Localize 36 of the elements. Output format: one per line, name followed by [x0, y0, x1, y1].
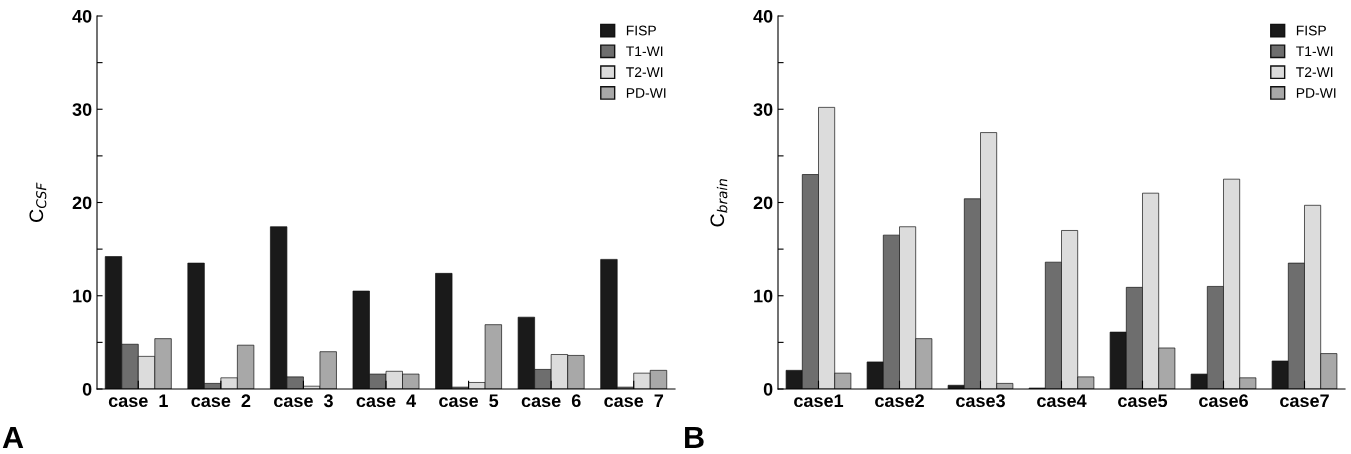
y-axis-title: C$_{CSF}$	[29, 182, 47, 222]
y-tick-label: 40	[753, 9, 773, 23]
y-tick-label: 20	[72, 196, 92, 210]
x-tick-label: case 5	[439, 394, 499, 408]
legend-label: T2-WI	[626, 67, 663, 77]
legend-label: T1-WI	[1296, 46, 1333, 57]
x-tick-label: case2	[875, 394, 924, 408]
x-tick-label: case6	[1199, 394, 1248, 408]
x-tick-label: case5	[1118, 394, 1168, 408]
x-tick-label: case 2	[191, 394, 251, 408]
x-tick-label: case 3	[274, 394, 333, 408]
y-tick-label: 30	[753, 103, 773, 116]
x-tick-label: case 6	[521, 394, 581, 408]
y-tick-label: 0	[763, 382, 773, 396]
x-tick-label: case 7	[604, 394, 664, 408]
legend-label: T1-WI	[626, 46, 663, 57]
text: A	[2, 426, 24, 448]
legend-label: FISP	[626, 25, 656, 36]
y-axis-title: C$_{brain}$	[710, 179, 728, 227]
x-tick-label: case7	[1280, 394, 1329, 408]
x-tick-label: case1	[794, 394, 844, 408]
y-tick-label: 0	[82, 382, 92, 396]
y-tick-label: 10	[73, 289, 92, 303]
x-tick-label: case 4	[356, 394, 417, 408]
y-tick-label: 40	[72, 9, 92, 23]
legend-label: FISP	[1296, 25, 1326, 36]
y-tick-label: 30	[72, 103, 92, 116]
legend-label: PD-WI	[1296, 88, 1336, 98]
x-tick-label: case 1	[108, 394, 168, 408]
legend-label: PD-WI	[626, 88, 666, 98]
y-tick-label: 10	[754, 289, 773, 303]
x-tick-label: case3	[956, 394, 1005, 408]
x-tick-label: case4	[1037, 394, 1087, 408]
y-tick-label: 20	[753, 196, 773, 210]
text: B	[685, 426, 704, 448]
legend-label: T2-WI	[1296, 67, 1333, 77]
